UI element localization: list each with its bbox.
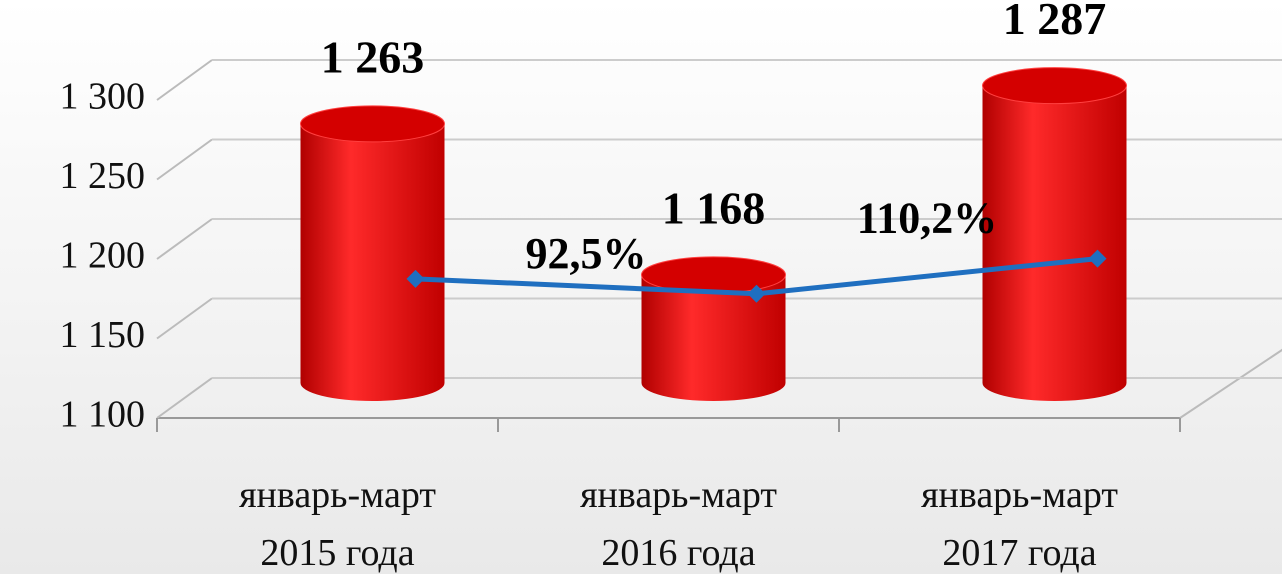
grid-line <box>156 59 213 101</box>
y-tick-label: 1 150 <box>60 314 146 356</box>
point <box>1088 249 1107 268</box>
bar-top <box>982 67 1127 105</box>
bar <box>982 85 1127 402</box>
x-tick-label: январь-март 2016 года <box>580 474 777 574</box>
data-label: 110,2% <box>857 194 998 243</box>
grid-line <box>156 377 213 419</box>
point <box>406 269 425 288</box>
y-tick-label: 1 250 <box>60 155 146 197</box>
y-tick-label: 1 300 <box>60 76 146 118</box>
x-tick-label: январь-март 2017 года <box>921 474 1118 574</box>
bar <box>641 274 786 401</box>
bar <box>300 123 445 401</box>
y-tick-label: 1 200 <box>60 235 146 277</box>
grid-line <box>156 138 213 181</box>
bar-top <box>300 105 445 143</box>
point <box>747 284 766 303</box>
data-label: 1 168 <box>662 182 766 233</box>
grid-line <box>156 218 213 260</box>
y-tick-label: 1 100 <box>60 394 146 436</box>
data-label: 92,5% <box>526 229 647 278</box>
data-label: 1 287 <box>1003 0 1107 44</box>
data-label: 1 263 <box>321 31 425 82</box>
grid-line <box>156 297 213 340</box>
x-tick-label: январь-март 2015 года <box>239 474 436 574</box>
floor-edge <box>1179 348 1282 419</box>
